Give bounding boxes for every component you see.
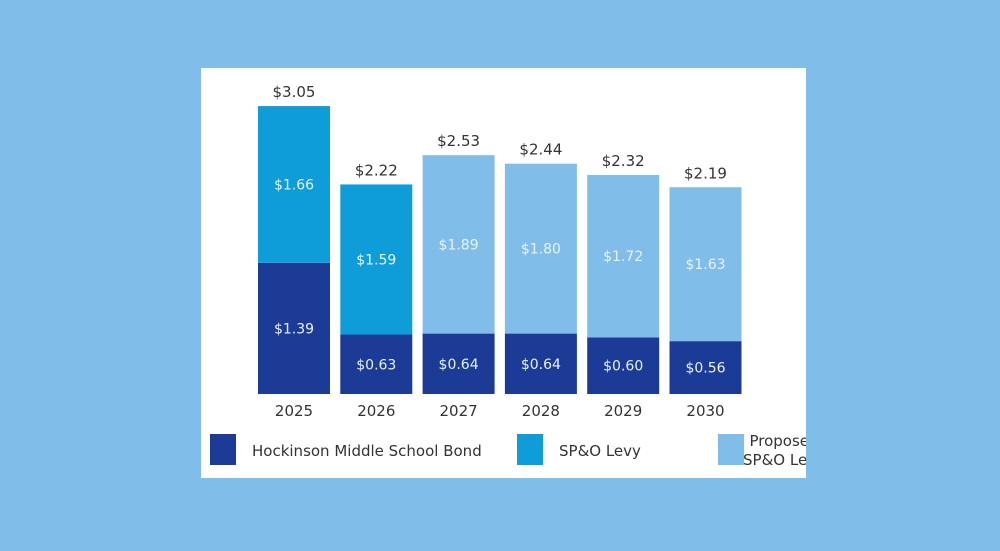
bar-segment-2028-2 (504, 163, 577, 334)
bar-segment-2029-2 (587, 174, 660, 338)
bar-segment-2027-0 (422, 333, 495, 394)
segment-label: $1.66 (274, 177, 314, 193)
bar-segment-2026-0 (340, 334, 413, 394)
segment-label: $1.63 (685, 257, 725, 273)
x-tick-label: 2026 (357, 402, 395, 420)
legend-swatch (517, 434, 543, 465)
stacked-bar-chart: $1.39 $1.66 $3.05 2025 $0.63 $1.59 $2.22 2026 $0… (210, 83, 806, 469)
segment-label: $1.89 (439, 237, 479, 253)
segment-label: $1.39 (274, 321, 314, 337)
total-label: $2.32 (602, 152, 645, 170)
bar-segment-2030-0 (669, 341, 742, 394)
segment-label: $0.64 (439, 357, 479, 373)
total-label: $2.44 (519, 141, 562, 159)
bar-segment-2025-1 (258, 106, 330, 263)
segment-label: $0.56 (685, 361, 725, 377)
chart-card: $1.39 $1.66 $3.05 2025 $0.63 $1.59 $2.22 2026 $0… (201, 68, 806, 478)
x-tick-label: 2028 (522, 402, 560, 420)
bar-segment-2025-0 (258, 262, 330, 394)
total-label: $2.53 (437, 132, 480, 150)
segment-label: $1.80 (521, 242, 561, 258)
x-tick-label: 2025 (275, 402, 313, 420)
x-tick-label: 2027 (440, 402, 478, 420)
segment-label: $0.60 (603, 359, 643, 375)
x-tick-label: 2030 (686, 402, 724, 420)
legend-label: SP&O Levy (743, 451, 806, 469)
total-label: $3.05 (273, 83, 316, 101)
segment-label: $0.64 (521, 357, 561, 373)
legend-label: SP&O Levy (559, 442, 641, 460)
bar-segment-2030-2 (669, 187, 742, 342)
legend-label: Hockinson Middle School Bond (252, 442, 482, 460)
segment-label: $0.63 (356, 357, 396, 373)
x-tick-label: 2029 (604, 402, 642, 420)
legend-label: Proposed (749, 432, 806, 450)
bar-segment-2029-0 (587, 337, 660, 394)
bar-segment-2028-0 (504, 333, 577, 394)
total-label: $2.19 (684, 164, 727, 182)
legend-swatch (210, 434, 236, 465)
segment-label: $1.59 (356, 252, 396, 268)
total-label: $2.22 (355, 161, 398, 179)
bar-segment-2026-1 (340, 184, 413, 335)
segment-label: $1.72 (603, 249, 643, 265)
legend-swatch (718, 434, 744, 465)
bar-segment-2027-2 (422, 155, 495, 334)
